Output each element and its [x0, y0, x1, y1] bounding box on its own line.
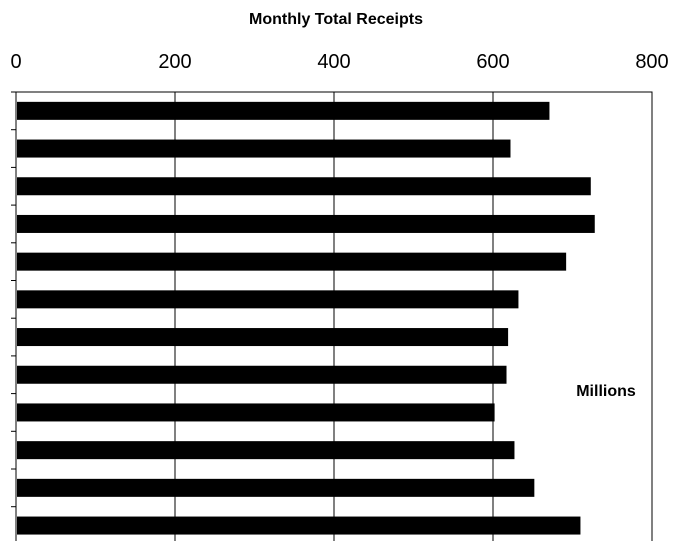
grid-lines	[174, 92, 494, 541]
bar-6	[17, 290, 519, 309]
bar-7	[17, 328, 509, 347]
bar-11	[17, 478, 535, 497]
x-tick-label-600: 600	[476, 51, 509, 73]
y-tick-marks	[11, 91, 16, 508]
plot-frame	[15, 91, 653, 541]
x-tick-label-0: 0	[10, 51, 21, 73]
bar-12	[17, 516, 581, 535]
x-tick-labels: 0 200 400 600 800	[10, 51, 668, 73]
chart-title: Monthly Total Receipts	[249, 11, 423, 28]
bar-1	[17, 101, 550, 120]
x-tick-label-400: 400	[317, 51, 350, 73]
bar-2	[17, 139, 511, 158]
bars	[17, 101, 595, 535]
x-tick-label-200: 200	[158, 51, 191, 73]
bar-4	[17, 214, 595, 233]
bar-8	[17, 365, 507, 384]
unit-label: Millions	[576, 383, 636, 400]
bar-3	[17, 177, 591, 196]
bar-10	[17, 441, 515, 460]
bar-5	[17, 252, 567, 271]
x-tick-label-800: 800	[635, 51, 668, 73]
bar-9	[17, 403, 495, 422]
